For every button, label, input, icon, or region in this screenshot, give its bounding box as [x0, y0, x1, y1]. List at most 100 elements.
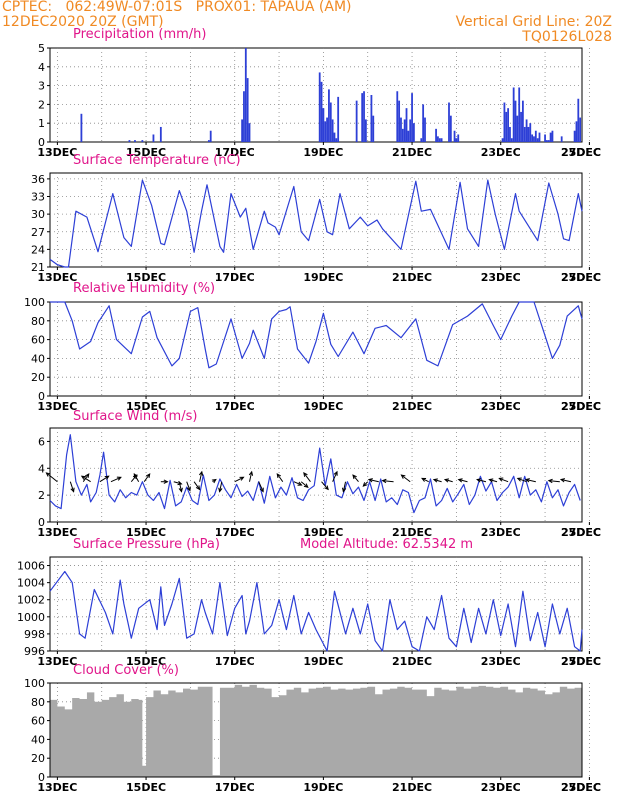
precip-bar: [509, 126, 511, 142]
precip-bar: [396, 91, 399, 142]
y-tick-label: 996: [24, 645, 45, 658]
plot-frame: [49, 301, 583, 397]
x-tick-label: 27DEC: [561, 146, 601, 159]
wind-arrow-head: [218, 487, 223, 493]
precip-bar: [549, 132, 552, 142]
x-tick-label: 15DEC: [126, 400, 166, 413]
wind-arrow-shaft: [332, 471, 338, 482]
wind-arrow-shaft: [46, 472, 58, 483]
wind-arrow-head: [186, 486, 191, 492]
precip-bar: [544, 134, 546, 142]
precip-bar: [328, 89, 330, 142]
x-tick-label: 15DEC: [126, 655, 166, 668]
wind-arrow-shaft: [133, 473, 140, 482]
precip-bar: [209, 130, 212, 142]
wind-arrow-head: [116, 476, 122, 481]
y-tick-label: 33: [31, 191, 45, 204]
wind-arrow: [293, 481, 303, 486]
x-tick-label: 21DEC: [392, 146, 432, 159]
precip-bar: [455, 138, 458, 142]
wind-arrow-head: [516, 477, 522, 482]
precip-bar: [505, 111, 508, 142]
panel-rh: 13DEC 15DEC 17DEC 19DEC 21DEC 23DEC 25DEC27DEC…: [24, 281, 601, 413]
wind-arrow: [432, 478, 442, 483]
precip-bar: [420, 138, 423, 142]
wind-arrow-head: [341, 487, 347, 493]
y-tick-label: 4: [38, 462, 45, 475]
wind-arrow-shaft: [489, 479, 498, 483]
wind-arrow: [198, 470, 204, 482]
panel-precip: 13DEC 15DEC 17DEC 19DEC 21DEC 23DEC 25DEC27DEC…: [37, 27, 601, 159]
precip-bar: [318, 72, 321, 142]
wind-arrow-head: [333, 470, 338, 476]
wind-arrow-shaft: [525, 479, 536, 483]
precip-bar: [413, 123, 415, 142]
x-tick-label: 17DEC: [215, 526, 255, 539]
precip-bar: [401, 128, 404, 142]
x-tick-label: 19DEC: [303, 271, 343, 284]
precip-bar: [579, 117, 582, 142]
wind-arrow-shaft: [303, 472, 311, 483]
x-tick-label: 23DEC: [481, 271, 521, 284]
precip-bar: [453, 130, 456, 142]
precip-bar: [207, 140, 210, 142]
wind-arrow-head: [80, 475, 86, 480]
precip-bar: [551, 130, 554, 142]
y-tick-label: 1006: [17, 560, 45, 573]
x-tick-label: 13DEC: [37, 655, 77, 668]
wind-arrow-head: [178, 487, 183, 493]
wind-arrow-shaft: [276, 473, 284, 483]
wind-arrow: [143, 473, 151, 483]
cloud-cover-area: [50, 684, 582, 777]
wind-arrow-shaft: [548, 480, 560, 483]
precip-bar: [152, 134, 155, 142]
wind-arrow: [193, 481, 201, 491]
wind-arrow-shaft: [99, 475, 109, 483]
series-line: [50, 301, 583, 369]
wind-arrow: [367, 478, 379, 483]
precip-bar: [370, 95, 373, 142]
wind-arrow-head: [163, 479, 169, 484]
wind-arrow: [45, 472, 58, 483]
wind-arrow-shaft: [300, 481, 309, 488]
wind-arrow: [524, 478, 536, 483]
wind-arrow-head: [145, 473, 151, 479]
x-tick-label: 19DEC: [303, 526, 343, 539]
precip-bar: [241, 119, 244, 142]
wind-arrow: [276, 473, 284, 483]
x-tick-label: 25DEC: [561, 400, 601, 413]
x-tick-label: 25DEC: [561, 526, 601, 539]
wind-arrow-head: [524, 478, 530, 483]
panel-title: Precipitation (mm/h): [73, 27, 206, 42]
y-tick-label: 24: [31, 243, 45, 256]
x-tick-label: 19DEC: [303, 655, 343, 668]
x-tick-label: 17DEC: [215, 655, 255, 668]
wind-arrow: [186, 481, 191, 492]
x-tick-label: 15DEC: [126, 271, 166, 284]
x-tick-label: 17DEC: [215, 271, 255, 284]
wind-arrow-shaft: [186, 481, 191, 491]
wind-arrow: [421, 477, 429, 483]
x-tick-label: 15DEC: [126, 146, 166, 159]
y-tick-label: 60: [31, 334, 45, 347]
wind-arrow-head: [45, 472, 51, 477]
y-tick-label: 100: [24, 296, 45, 309]
wind-arrow-shaft: [178, 481, 182, 492]
wind-arrow-head: [559, 478, 566, 483]
y-tick-label: 0: [38, 136, 45, 149]
y-tick-label: 20: [31, 752, 45, 765]
precip-bar: [440, 138, 443, 142]
precip-bar: [335, 138, 338, 142]
x-tick-label: 27DEC: [561, 271, 601, 284]
header-run-time: 12DEC2020 20Z (GMT): [2, 14, 164, 30]
plot-frame: [49, 172, 583, 268]
panel-title: Cloud Cover (%): [73, 663, 179, 678]
precip-bar: [80, 113, 83, 142]
precip-bar: [531, 134, 534, 142]
precip-bar: [437, 136, 439, 142]
wind-arrow-head: [104, 475, 110, 480]
x-tick-label: 21DEC: [392, 526, 432, 539]
wind-arrow-head: [457, 478, 463, 483]
wind-arrow-shaft: [249, 471, 253, 482]
wind-arrow-head: [133, 473, 138, 479]
